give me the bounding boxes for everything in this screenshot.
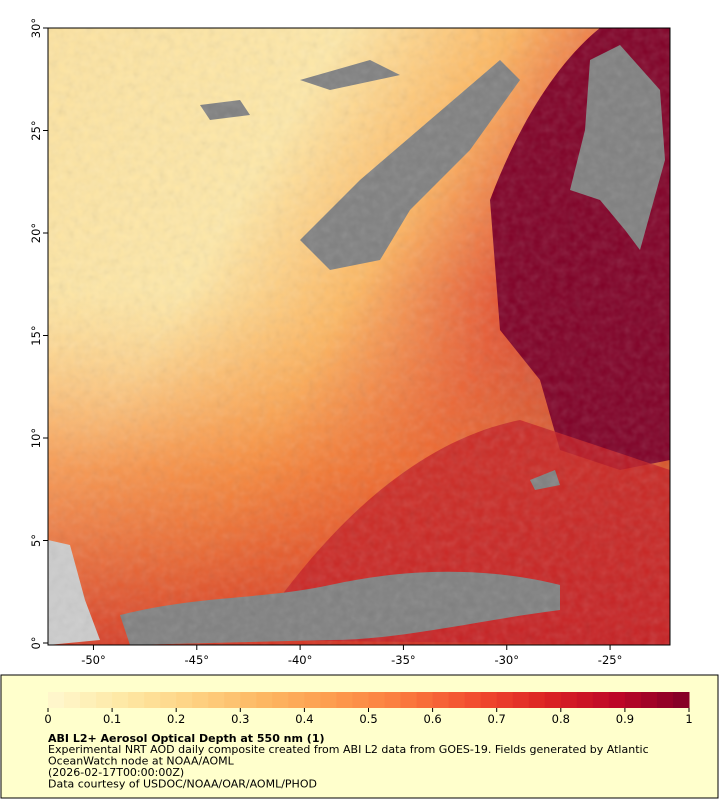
colorbar-step [336, 692, 353, 708]
colorbar-tick-label: 0.7 [488, 712, 506, 726]
y-tick-label: 5° [29, 534, 43, 547]
colorbar-step [112, 692, 129, 708]
aod-map [48, 28, 670, 645]
colorbar-step [192, 692, 209, 708]
colorbar-step [80, 692, 97, 708]
caption-line: Data courtesy of USDOC/NOAA/OAR/AOML/PHO… [48, 778, 317, 791]
colorbar-step [160, 692, 177, 708]
y-tick-label: 15° [29, 325, 43, 345]
colorbar-step [208, 692, 225, 708]
colorbar-step [400, 692, 418, 708]
colorbar-step [480, 692, 498, 708]
colorbar-step [288, 692, 305, 708]
colorbar-step [496, 692, 514, 708]
colorbar-tick-label: 0.4 [295, 712, 313, 726]
colorbar-tick-label: 0.2 [167, 712, 185, 726]
y-tick-label: 30° [29, 18, 43, 38]
colorbar-step [656, 692, 674, 708]
colorbar-tick-label: 0.1 [103, 712, 121, 726]
x-tick-label: -45° [185, 653, 210, 667]
colorbar-step [592, 692, 610, 708]
colorbar-step [240, 692, 257, 708]
caption-line: (2026-02-17T00:00:00Z) [48, 766, 184, 779]
colorbar-step [144, 692, 161, 708]
colorbar-step [128, 692, 145, 708]
colorbar-step [528, 692, 546, 708]
colorbar-tick-label: 0.6 [423, 712, 441, 726]
colorbar-step [272, 692, 289, 708]
map-frame [47, 27, 671, 646]
colorbar-tick-label: 0.9 [616, 712, 634, 726]
caption-title: ABI L2+ Aerosol Optical Depth at 550 nm … [48, 732, 325, 745]
colorbar-step [672, 692, 690, 708]
x-tick-label: -40° [288, 653, 313, 667]
colorbar-step [224, 692, 241, 708]
y-tick-label: 20° [29, 223, 43, 243]
colorbar-step [96, 692, 113, 708]
y-tick-label: 0° [29, 636, 43, 649]
colorbar-tick-label: 0.8 [552, 712, 570, 726]
colorbar-step [368, 692, 386, 708]
colorbar-step [464, 692, 482, 708]
colorbar-step [384, 692, 402, 708]
colorbar-tick-label: 1 [685, 712, 692, 726]
colorbar-step [256, 692, 273, 708]
colorbar-step [560, 692, 578, 708]
colorbar-step [176, 692, 193, 708]
colorbar-step [64, 692, 81, 708]
y-tick-label: 25° [29, 120, 43, 140]
caption-line: OceanWatch node at NOAA/AOML [48, 755, 235, 768]
y-tick-label: 10° [29, 428, 43, 448]
colorbar-step [624, 692, 642, 708]
colorbar-step [416, 692, 434, 708]
colorbar-step [352, 692, 369, 708]
x-tick-label: -25° [598, 653, 623, 667]
colorbar-step [576, 692, 594, 708]
x-tick-label: -50° [81, 653, 106, 667]
colorbar-tick-label: 0.3 [231, 712, 249, 726]
caption-line: Experimental NRT AOD daily composite cre… [48, 743, 649, 756]
x-tick-label: -30° [494, 653, 519, 667]
colorbar-step [432, 692, 450, 708]
x-tick-label: -35° [391, 653, 416, 667]
colorbar-tick-label: 0 [44, 712, 51, 726]
colorbar-step [608, 692, 626, 708]
colorbar-step [512, 692, 530, 708]
colorbar-step [640, 692, 658, 708]
colorbar-step [544, 692, 562, 708]
colorbar-tick-label: 0.5 [359, 712, 377, 726]
colorbar-step [304, 692, 321, 708]
colorbar-step [48, 692, 65, 708]
colorbar-step [448, 692, 466, 708]
colorbar-step [320, 692, 337, 708]
